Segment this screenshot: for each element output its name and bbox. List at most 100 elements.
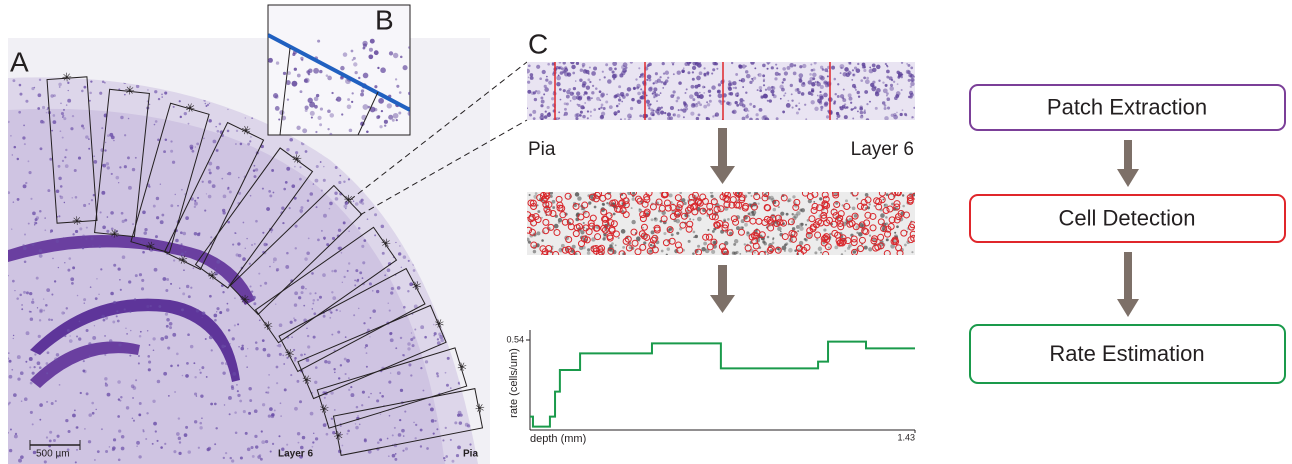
cell (683, 202, 686, 205)
cell (676, 100, 679, 103)
cell (166, 278, 169, 281)
cell (306, 328, 307, 329)
cell (457, 445, 461, 449)
cell (44, 217, 46, 219)
cell (251, 244, 253, 246)
cell (262, 188, 264, 190)
cell (49, 431, 52, 434)
cell (469, 443, 471, 445)
cell (119, 400, 121, 402)
cell (227, 109, 228, 110)
cell (312, 446, 314, 448)
cell (746, 74, 751, 79)
cell (203, 137, 205, 139)
cell (605, 63, 608, 66)
cell (666, 254, 668, 256)
cell (317, 299, 319, 301)
cell (884, 204, 886, 206)
cell (819, 197, 822, 200)
cell (749, 118, 753, 122)
cell (216, 149, 218, 151)
cell (38, 335, 41, 338)
cell (599, 90, 602, 93)
cell (621, 101, 623, 103)
cell (661, 250, 664, 253)
cell (178, 437, 181, 440)
cell (194, 376, 196, 378)
cell (613, 213, 616, 216)
cell (30, 411, 33, 414)
cell (772, 93, 775, 96)
cell (154, 268, 158, 272)
arrow (1124, 252, 1132, 301)
cell (36, 277, 39, 280)
cell (759, 108, 763, 112)
cell (209, 103, 210, 104)
cell (102, 164, 106, 168)
cell (351, 101, 353, 103)
cell (677, 71, 681, 75)
cell (43, 309, 45, 311)
cell (278, 118, 280, 120)
cell (400, 389, 403, 392)
cell (88, 138, 90, 140)
cell (667, 247, 670, 250)
cell (309, 292, 311, 294)
cell (200, 372, 202, 374)
cell (439, 335, 443, 339)
cell (144, 228, 147, 231)
cell (801, 92, 805, 96)
cell (843, 89, 845, 91)
cell (11, 228, 12, 229)
cell (286, 148, 289, 151)
cell (895, 94, 899, 98)
cell (58, 165, 61, 168)
cell (374, 234, 376, 236)
cell (369, 336, 370, 337)
cell (336, 97, 341, 102)
cell (7, 357, 9, 359)
cell (580, 105, 584, 109)
cell (69, 339, 73, 343)
cell (130, 330, 131, 331)
cell (276, 382, 278, 384)
cell (633, 87, 636, 90)
cell (13, 201, 15, 203)
cell (703, 242, 707, 246)
cell (544, 85, 547, 88)
cell (331, 418, 333, 420)
cell (183, 232, 187, 236)
cell (198, 232, 200, 234)
cell (794, 64, 796, 66)
cell (301, 285, 305, 289)
cell (118, 267, 121, 270)
cell (578, 96, 583, 101)
cell (346, 359, 350, 363)
cell (552, 63, 555, 66)
cell (389, 51, 393, 55)
cell (170, 204, 173, 207)
cell (376, 115, 380, 119)
cell (117, 380, 121, 384)
cell (268, 386, 270, 388)
cell (778, 206, 780, 208)
cell (321, 190, 323, 192)
cell (51, 319, 53, 321)
cell (616, 105, 619, 108)
cell (61, 112, 64, 115)
cell (433, 433, 435, 435)
cell (527, 81, 530, 84)
cell (219, 311, 222, 314)
cell (869, 203, 871, 205)
cell (815, 81, 817, 83)
cell (638, 240, 640, 242)
cell (23, 184, 27, 188)
cell (245, 117, 246, 118)
panel-label: C (528, 28, 548, 59)
pia-label: Pia (528, 139, 556, 160)
cell (525, 69, 530, 74)
cell (37, 307, 38, 308)
cell (537, 210, 540, 213)
cell (362, 261, 365, 264)
